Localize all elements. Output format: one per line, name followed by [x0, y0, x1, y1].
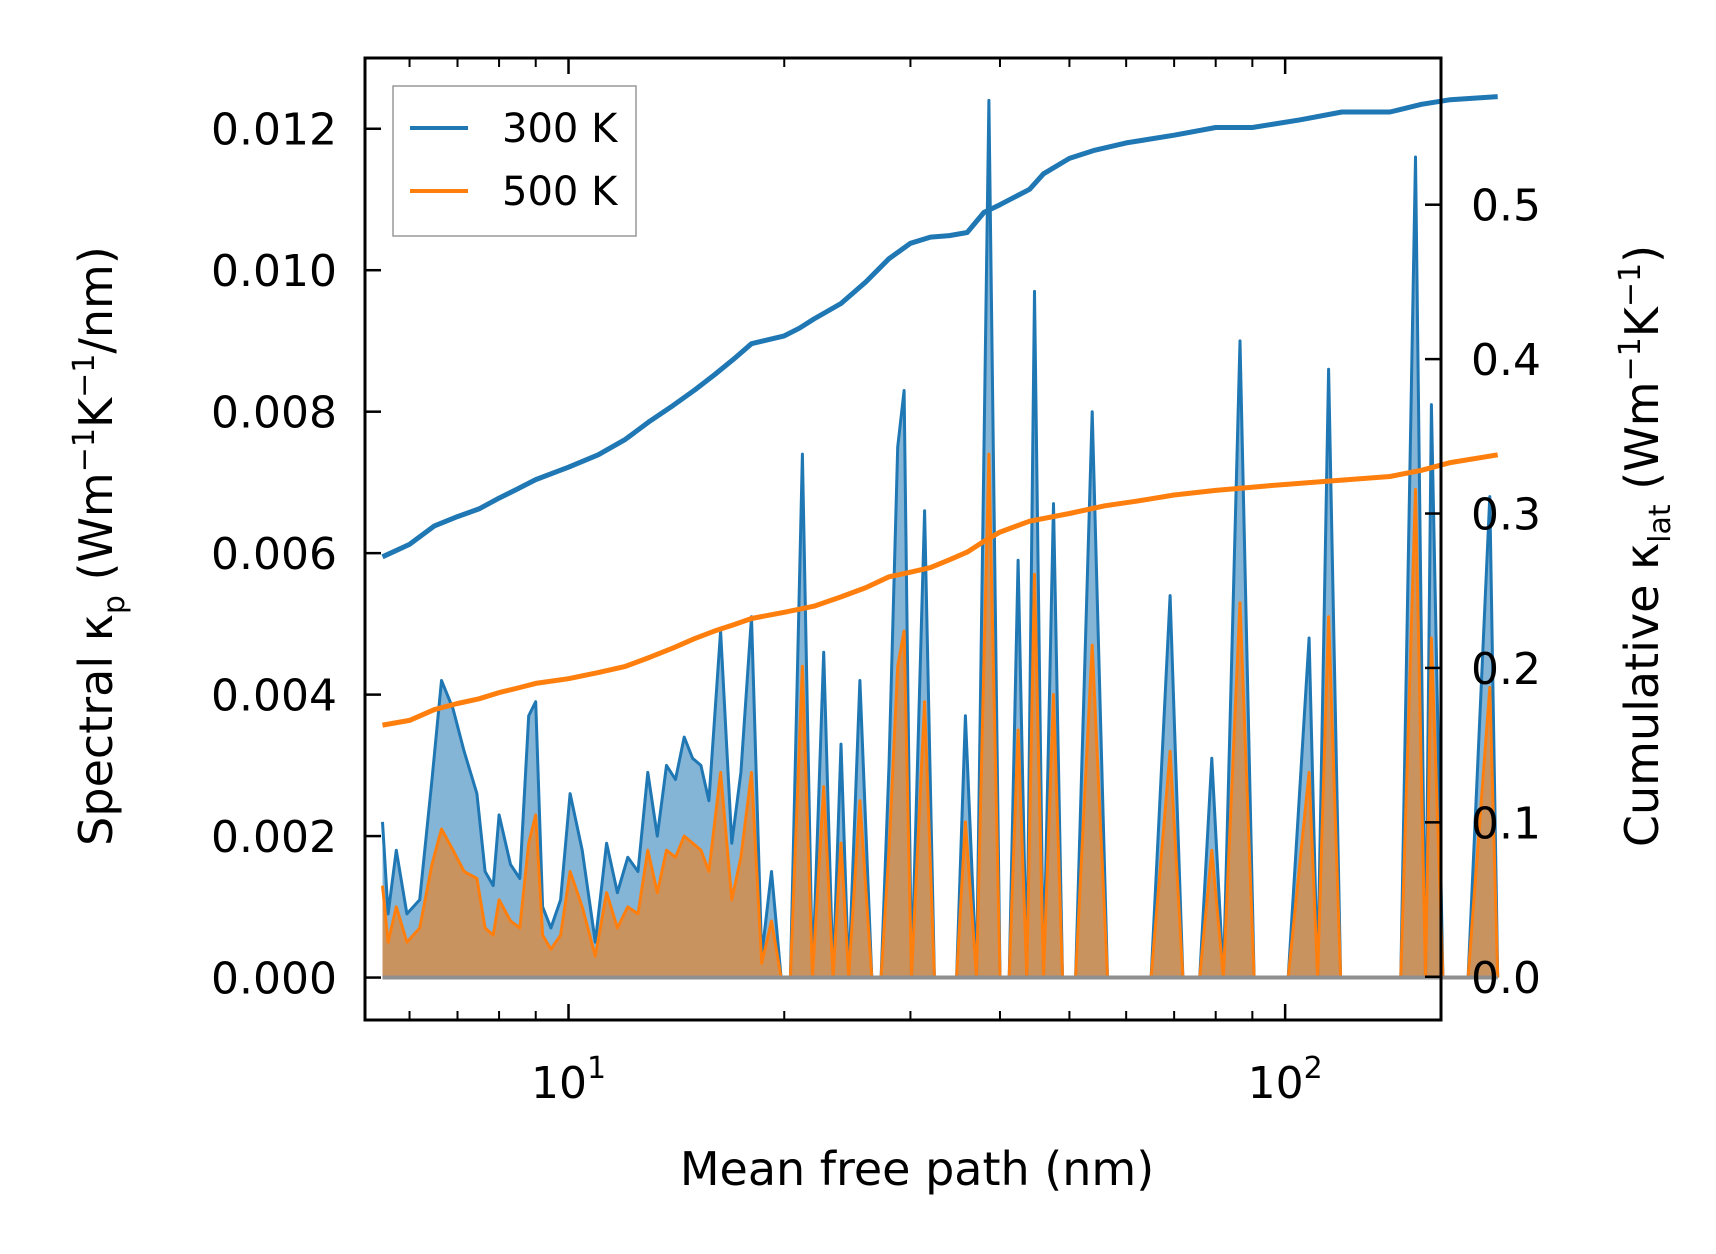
spectral-line-500k — [381, 452, 1500, 980]
right-tick-label: 0.2 — [1471, 644, 1541, 695]
right-tick-label: 0.4 — [1471, 335, 1541, 386]
spectral-lines — [381, 98, 1500, 980]
legend: 300 K 500 K — [392, 85, 637, 237]
left-tick-label: 0.012 — [211, 105, 337, 156]
left-axis-title-sub: p — [97, 595, 132, 614]
x-tick-label: 101 — [531, 1051, 606, 1109]
right-axis-title-sup1: −1 — [1613, 337, 1648, 381]
plot-frame — [363, 56, 1443, 1022]
right-axis-title-sup2: −1 — [1613, 263, 1648, 307]
left-axis-title-main: Spectral κ — [69, 614, 123, 846]
plot-border — [363, 56, 1443, 1022]
legend-label-500k: 500 K — [502, 169, 619, 215]
left-tick-label: 0.010 — [211, 246, 337, 297]
left-axis-title-k: K — [69, 396, 123, 428]
right-tick-label: 0.3 — [1471, 490, 1541, 541]
spectral-fill-300k — [382, 100, 1498, 978]
right-tick-label: 0.1 — [1471, 798, 1541, 849]
right-tick-label: 0.0 — [1471, 953, 1541, 1004]
right-axis-title-post: ) — [1615, 245, 1669, 263]
right-axis-title-unit: (Wm — [1615, 381, 1669, 504]
left-tick-label: 0.006 — [211, 529, 337, 580]
left-tick-label: 0.008 — [211, 388, 337, 439]
axis-ticks: 0.000 0.002 0.004 0.006 0.008 0.010 0.012 0.0 0.… — [211, 58, 1541, 1109]
x-axis-title: Mean free path (nm) — [680, 1142, 1154, 1196]
right-axis-title: Cumulative κlat (Wm−1K−1) — [1613, 245, 1678, 847]
right-tick-label: 0.5 — [1471, 181, 1541, 232]
x-tick-label: 102 — [1248, 1051, 1323, 1109]
right-axis-title-k: K — [1615, 305, 1669, 337]
left-axis-title-sup1: −1 — [67, 428, 102, 472]
left-tick-label: 0.004 — [211, 671, 337, 722]
legend-box — [392, 85, 637, 237]
left-tick-label: 0.002 — [211, 812, 337, 863]
right-axis-title-main: Cumulative κ — [1615, 543, 1669, 847]
right-axis-title-sub: lat — [1643, 504, 1678, 543]
left-axis-title-sup2: −1 — [67, 354, 102, 398]
left-axis-title-unit: (Wm — [69, 472, 123, 595]
spectral-area-300k — [382, 100, 1498, 978]
legend-label-300k: 300 K — [502, 106, 619, 152]
cumulative-lines — [381, 94, 1499, 728]
cumulative-line-300k — [381, 94, 1498, 560]
left-axis-title-post: /nm) — [69, 246, 123, 353]
cumulative-line-500k — [382, 452, 1499, 728]
left-axis-title: Spectral κp (Wm−1K−1/nm) — [67, 246, 132, 846]
left-tick-label: 0.000 — [211, 954, 337, 1005]
spectral-line-300k — [381, 98, 1500, 980]
